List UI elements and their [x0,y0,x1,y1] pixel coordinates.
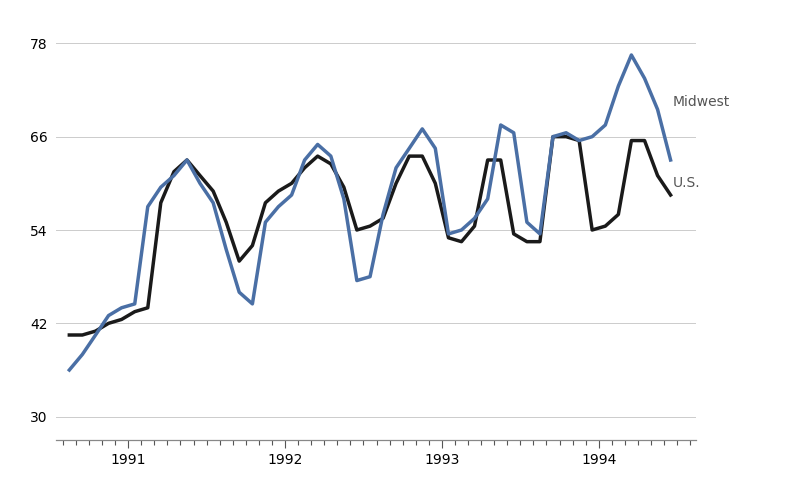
Text: U.S.: U.S. [673,176,700,190]
Text: Midwest: Midwest [673,94,730,108]
